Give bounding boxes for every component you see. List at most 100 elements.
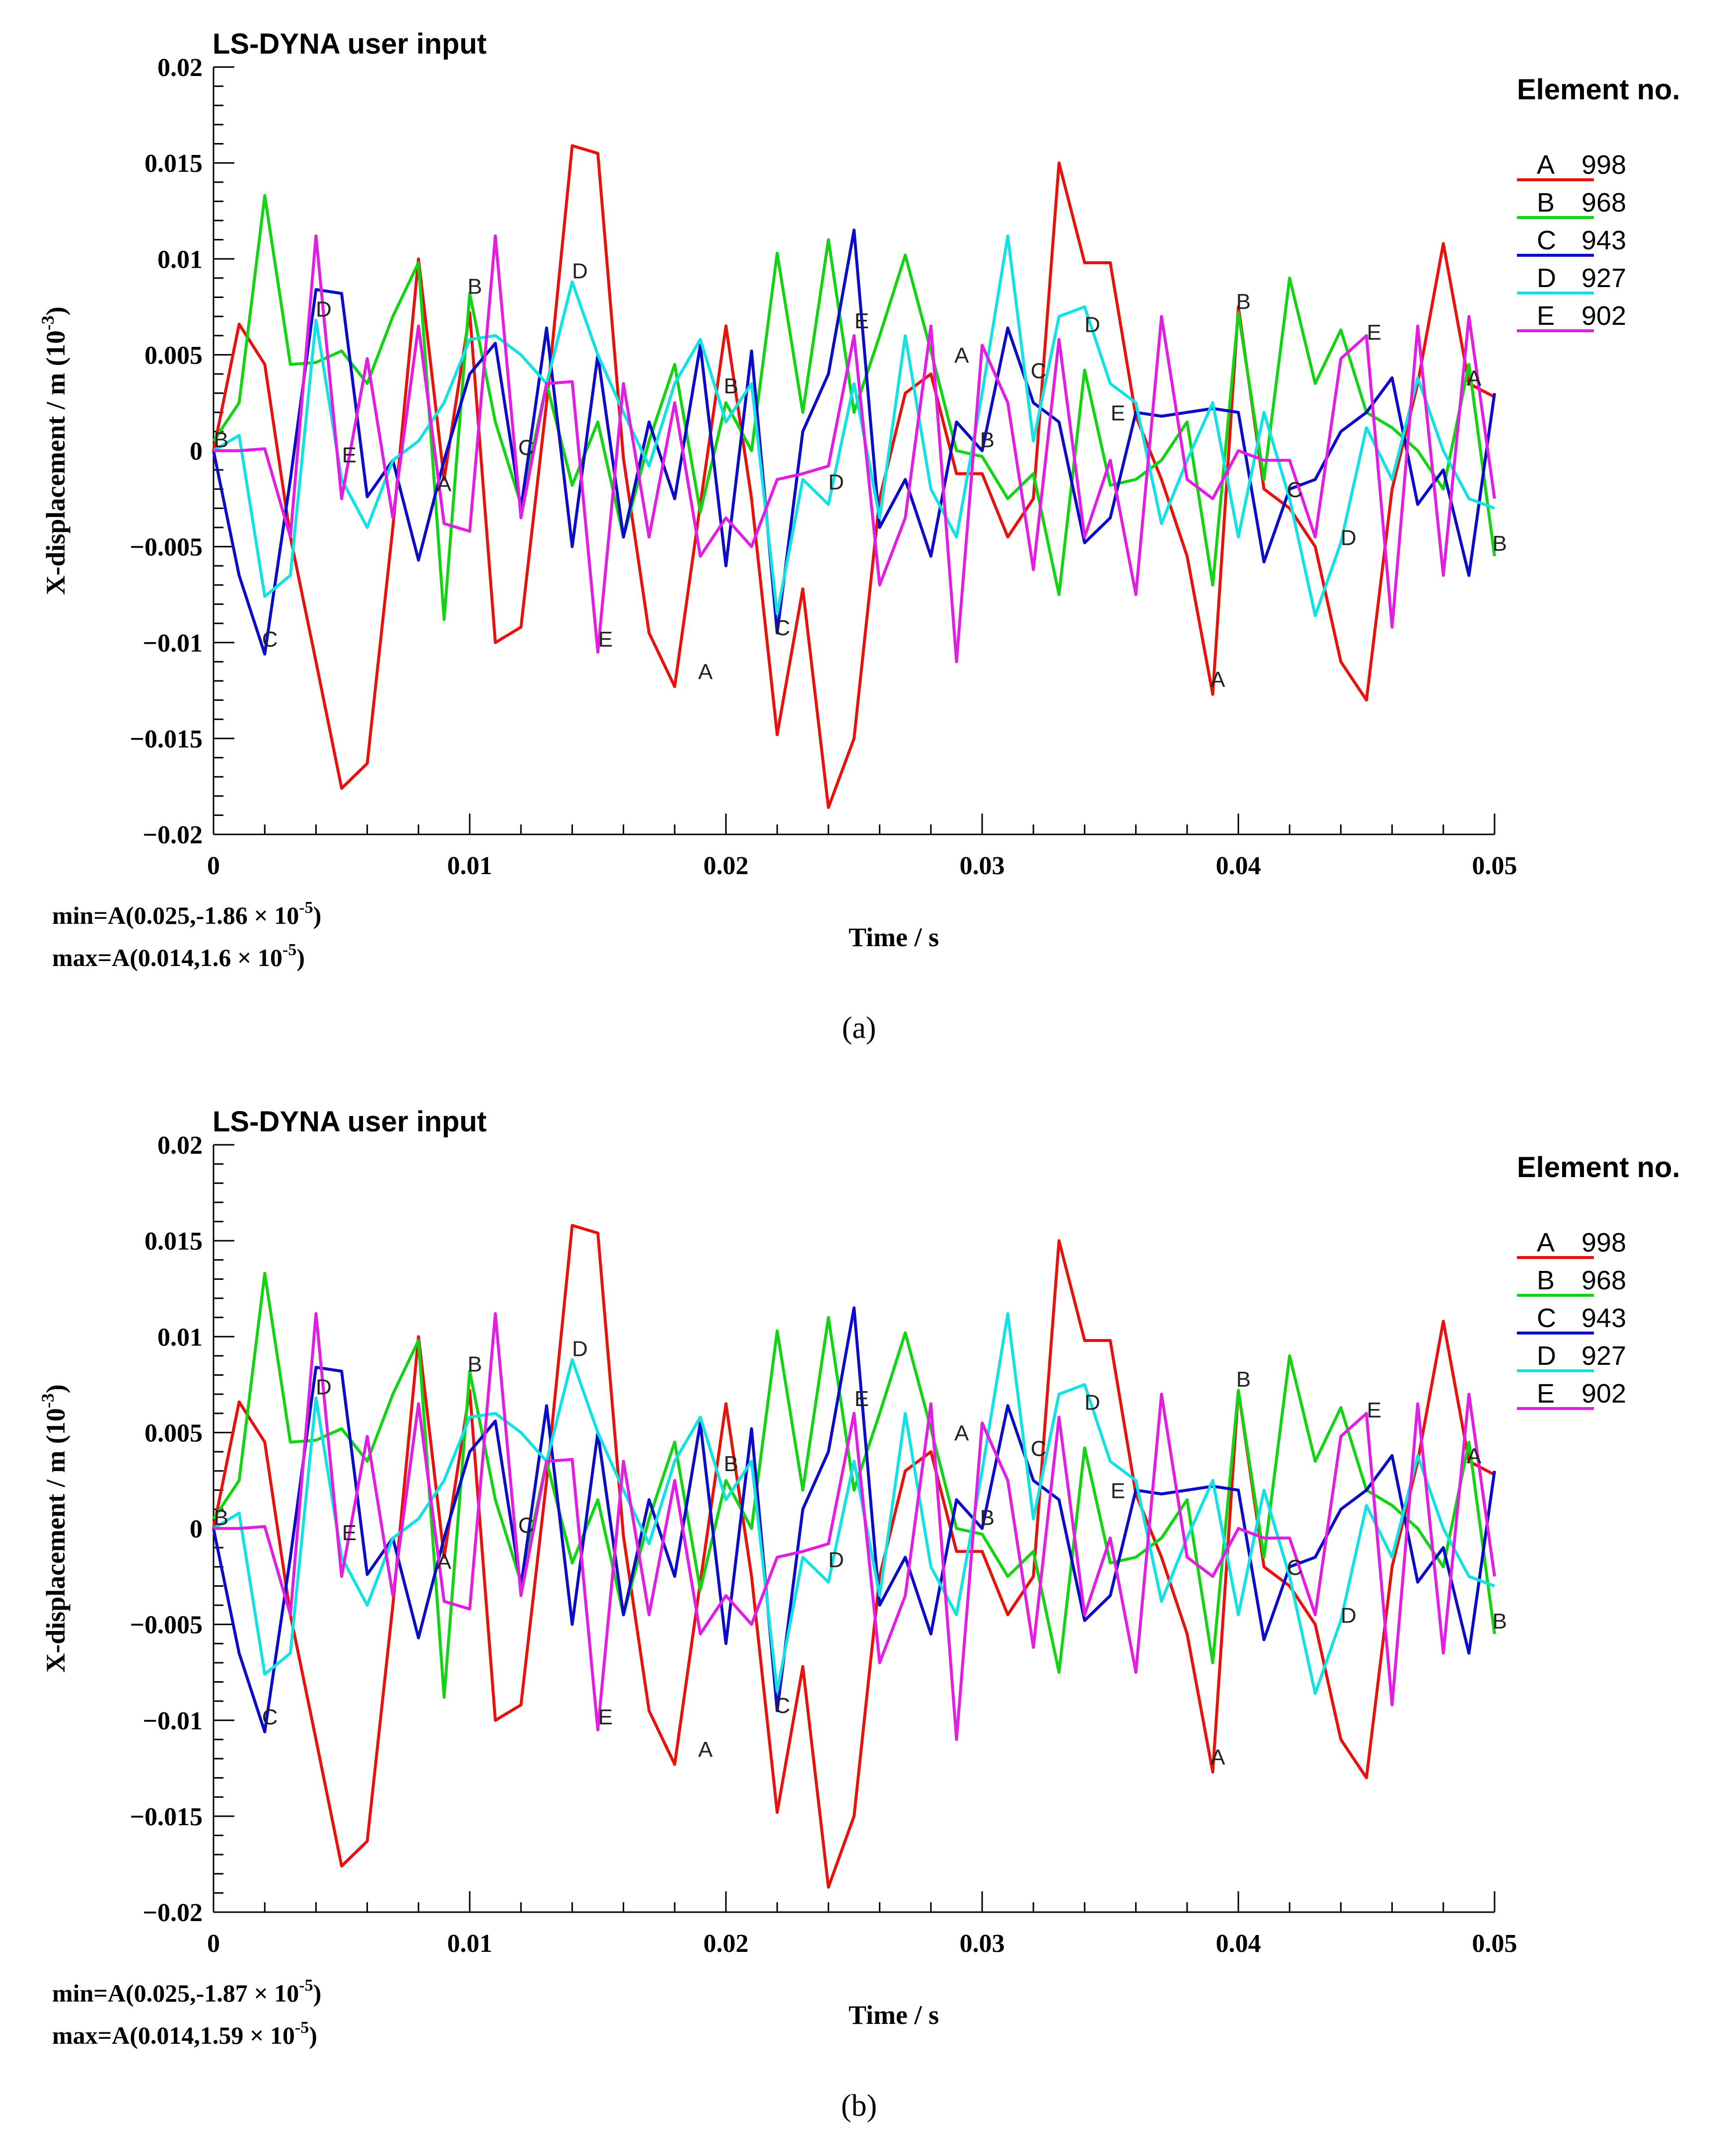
max-prefix: max=A(0.014,1.6 — [52, 944, 237, 971]
min-times: × 10 — [254, 1979, 299, 2007]
y-tick-label: 0.02 — [157, 54, 203, 82]
series-marker-c: C — [775, 616, 790, 640]
series-marker-b: B — [214, 428, 228, 452]
max-close: ) — [296, 944, 305, 971]
y-axis-label-exp: -3 — [38, 1393, 58, 1408]
series-marker-b: B — [724, 374, 738, 398]
max-exp: -5 — [283, 941, 296, 959]
series-marker-c: C — [518, 436, 534, 460]
max-prefix: max=A(0.014,1.59 — [52, 2021, 250, 2049]
series-marker-e: E — [1111, 401, 1125, 425]
legend-letter-a: A — [1537, 150, 1555, 180]
series-marker-e: E — [1111, 1479, 1125, 1503]
legend-name-c: 943 — [1581, 225, 1626, 255]
series-line-e — [214, 234, 1496, 664]
x-tick-label: 0 — [207, 852, 220, 880]
series-line-d — [213, 234, 1496, 617]
series-marker-c: C — [1287, 478, 1303, 502]
series-marker-b: B — [214, 1505, 228, 1530]
y-tick-label: −0.01 — [143, 1707, 203, 1735]
legend-letter-d: D — [1537, 1341, 1556, 1371]
min-exp: -5 — [299, 898, 313, 917]
x-axis-label: Time / s — [849, 922, 939, 952]
x-tick-label: 0.01 — [447, 1930, 493, 1958]
y-tick-label: 0.01 — [157, 1323, 203, 1351]
y-tick-label: 0.005 — [144, 341, 203, 370]
series-line-c — [212, 1306, 1496, 1733]
chart-b-svg: LS-DYNA user input 0.02 0.015 0.01 0.005 0 −0.… — [38, 1106, 1680, 2123]
max-annotation: max=A(0.014,1.59 × 10-5) — [52, 2018, 317, 2049]
series-marker-b: B — [724, 1452, 738, 1476]
series-marker-b: B — [1236, 1367, 1251, 1392]
legend-letter-c: C — [1537, 1303, 1556, 1333]
legend-name-e: 902 — [1581, 301, 1626, 331]
y-axis-label: X-displacement / m (10-3) — [38, 306, 71, 595]
series-marker-e: E — [855, 1387, 869, 1411]
y-tick-label: 0.02 — [157, 1131, 203, 1160]
chart-title: LS-DYNA user input — [213, 1106, 487, 1138]
y-tick-label: 0.005 — [144, 1419, 203, 1447]
legend-letter-d: D — [1537, 263, 1556, 293]
y-tick-label: 0 — [190, 438, 203, 466]
x-tick-label: 0.02 — [704, 852, 749, 880]
x-tick-label: 0.04 — [1216, 852, 1261, 880]
legend-name-d: 927 — [1581, 1341, 1626, 1371]
y-tick-label: 0.015 — [144, 1227, 203, 1256]
y-axis-label-close: ) — [41, 1384, 71, 1393]
series-marker-a: A — [437, 472, 452, 496]
panel-label: (a) — [842, 1011, 876, 1045]
series-line-a — [212, 1224, 1496, 1889]
series-marker-d: D — [1084, 1391, 1100, 1415]
series-marker-a: A — [698, 660, 713, 684]
axes — [213, 1144, 1496, 1913]
max-exp: -5 — [295, 2018, 309, 2037]
series-marker-e: E — [598, 627, 613, 652]
series-marker-e: E — [1367, 1398, 1381, 1422]
x-tick-label: 0.02 — [704, 1930, 749, 1958]
series-marker-d: D — [316, 1375, 332, 1400]
series-lines — [212, 1224, 1496, 1889]
series-marker-d: D — [1084, 313, 1100, 337]
y-tick-label: −0.02 — [143, 1899, 203, 1927]
y-tick-label: 0.01 — [157, 245, 203, 274]
legend-title: Element no. — [1517, 1151, 1680, 1184]
series-line-d — [213, 1312, 1496, 1695]
series-marker-d: D — [1341, 1603, 1357, 1628]
series-marker-c: C — [775, 1694, 790, 1718]
legend-name-a: 998 — [1581, 1228, 1626, 1258]
legend-letter-c: C — [1537, 225, 1556, 255]
min-close: ) — [313, 901, 322, 929]
x-tick-label: 0.05 — [1472, 1930, 1517, 1958]
y-tick-label: −0.015 — [130, 1803, 203, 1831]
chart-a-svg: LS-DYNA user input0.020.0150.010.0050−0.… — [38, 28, 1680, 1045]
y-tick-label: −0.01 — [143, 629, 203, 658]
series-marker-a: A — [954, 1421, 969, 1445]
series-line-a — [212, 144, 1496, 809]
legend-letter-e: E — [1537, 301, 1555, 331]
min-close: ) — [313, 1979, 322, 2007]
series-marker-d: D — [316, 297, 332, 322]
min-prefix: min=A(0.025,-1.86 — [52, 901, 254, 929]
series-line-e — [214, 1312, 1496, 1741]
legend-title: Element no. — [1517, 74, 1680, 106]
series-marker-d: D — [572, 1337, 588, 1361]
legend-letter-a: A — [1537, 1228, 1555, 1258]
y-tick-label: −0.005 — [130, 533, 203, 562]
legend-letter-e: E — [1537, 1379, 1555, 1409]
max-times: × 10 — [250, 2021, 295, 2049]
series-marker-a: A — [1467, 367, 1482, 391]
legend-letter-b: B — [1537, 188, 1555, 218]
y-tick-label: 0 — [190, 1515, 203, 1544]
legend-name-b: 968 — [1581, 1265, 1626, 1295]
y-axis-label-main: X-displacement / m (10 — [41, 330, 71, 595]
y-axis-label-close: ) — [41, 306, 71, 315]
min-prefix: min=A(0.025,-1.87 — [52, 1979, 254, 2007]
chart-panel-b: LS-DYNA user input 0.02 0.015 0.01 0.005 0 −0.… — [0, 1078, 1718, 2156]
chart-panel-a: LS-DYNA user input 0.02 0.015 0.01 0.005 0 −0.… — [38, 28, 1680, 1045]
series-marker-a: A — [1211, 1745, 1225, 1770]
x-tick-label: 0.03 — [960, 1930, 1005, 1958]
x-tick-label: 0.01 — [447, 852, 493, 880]
series-marker-a: A — [698, 1738, 713, 1762]
series-marker-b: B — [1493, 531, 1507, 556]
series-marker-c: C — [1031, 1436, 1047, 1461]
